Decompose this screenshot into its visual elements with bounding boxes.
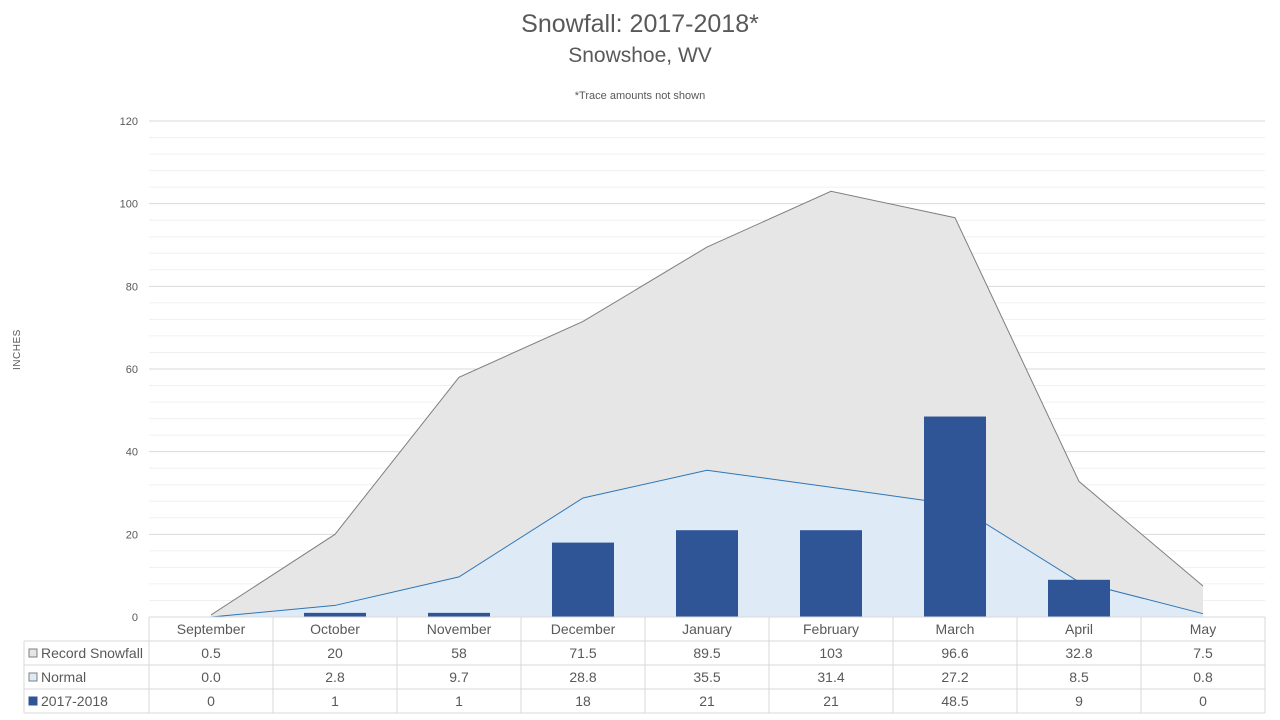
data-label-2017-2018: 21 — [823, 693, 839, 709]
data-label-2017-2018: 21 — [699, 693, 715, 709]
legend-label-normal: Normal — [41, 669, 86, 685]
data-label-normal: 31.4 — [817, 669, 844, 685]
x-tick-label: April — [1065, 621, 1093, 637]
legend-swatch-normal — [28, 672, 38, 682]
x-tick-label: May — [1190, 621, 1216, 637]
x-tick-label: September — [177, 621, 246, 637]
chart-note: *Trace amounts not shown — [574, 90, 706, 102]
bar-december — [552, 542, 614, 617]
x-tick-label: January — [682, 621, 732, 637]
data-label-2017-2018: 9 — [1075, 693, 1083, 709]
data-label-normal: 2.8 — [325, 669, 345, 685]
data-label-normal: 0.8 — [1193, 669, 1213, 685]
x-tick-label: October — [310, 621, 360, 637]
chart-subtitle: Snowshoe, WV — [568, 44, 712, 67]
data-label-record-snowfall: 71.5 — [569, 645, 596, 661]
data-label-normal: 9.7 — [449, 669, 469, 685]
data-label-normal: 35.5 — [693, 669, 720, 685]
x-tick-label: December — [551, 621, 616, 637]
x-tick-label: November — [427, 621, 492, 637]
data-label-normal: 8.5 — [1069, 669, 1089, 685]
y-tick-label: 20 — [126, 529, 138, 541]
legend-swatch-record-snowfall — [28, 648, 38, 658]
bar-october — [304, 612, 366, 617]
x-tick-label: March — [936, 621, 975, 637]
x-tick-label: February — [803, 621, 859, 637]
data-label-2017-2018: 0 — [207, 693, 215, 709]
y-tick-label: 100 — [120, 199, 138, 211]
data-label-record-snowfall: 20 — [327, 645, 343, 661]
data-label-record-snowfall: 32.8 — [1065, 645, 1092, 661]
bar-april — [1048, 579, 1110, 617]
bar-march — [924, 416, 986, 617]
legend-label-2017-2018: 2017-2018 — [41, 693, 108, 709]
data-label-normal: 28.8 — [569, 669, 596, 685]
y-tick-label: 0 — [132, 612, 138, 624]
data-label-record-snowfall: 96.6 — [941, 645, 968, 661]
data-label-record-snowfall: 89.5 — [693, 645, 720, 661]
data-label-2017-2018: 1 — [331, 693, 339, 709]
data-label-normal: 0.0 — [201, 669, 221, 685]
area-line-normal — [210, 469, 1204, 618]
y-tick-label: 120 — [120, 116, 138, 128]
y-tick-label: 60 — [126, 364, 138, 376]
legend-label-record-snowfall: Record Snowfall — [41, 645, 143, 661]
data-label-2017-2018: 0 — [1199, 693, 1207, 709]
area-line-record-snowfall — [210, 190, 1204, 616]
bar-november — [428, 612, 490, 617]
chart-title: Snowfall: 2017-2018* — [521, 10, 759, 38]
y-tick-label: 40 — [126, 447, 138, 459]
data-label-2017-2018: 48.5 — [941, 693, 968, 709]
data-label-2017-2018: 1 — [455, 693, 463, 709]
data-label-record-snowfall: 7.5 — [1193, 645, 1213, 661]
data-label-2017-2018: 18 — [575, 693, 591, 709]
bar-february — [800, 530, 862, 617]
data-label-record-snowfall: 0.5 — [201, 645, 221, 661]
data-label-normal: 27.2 — [941, 669, 968, 685]
bar-january — [676, 530, 738, 617]
data-label-record-snowfall: 103 — [819, 645, 843, 661]
legend-swatch-2017-2018 — [28, 696, 38, 706]
y-tick-label: 80 — [126, 281, 138, 293]
data-label-record-snowfall: 58 — [451, 645, 467, 661]
